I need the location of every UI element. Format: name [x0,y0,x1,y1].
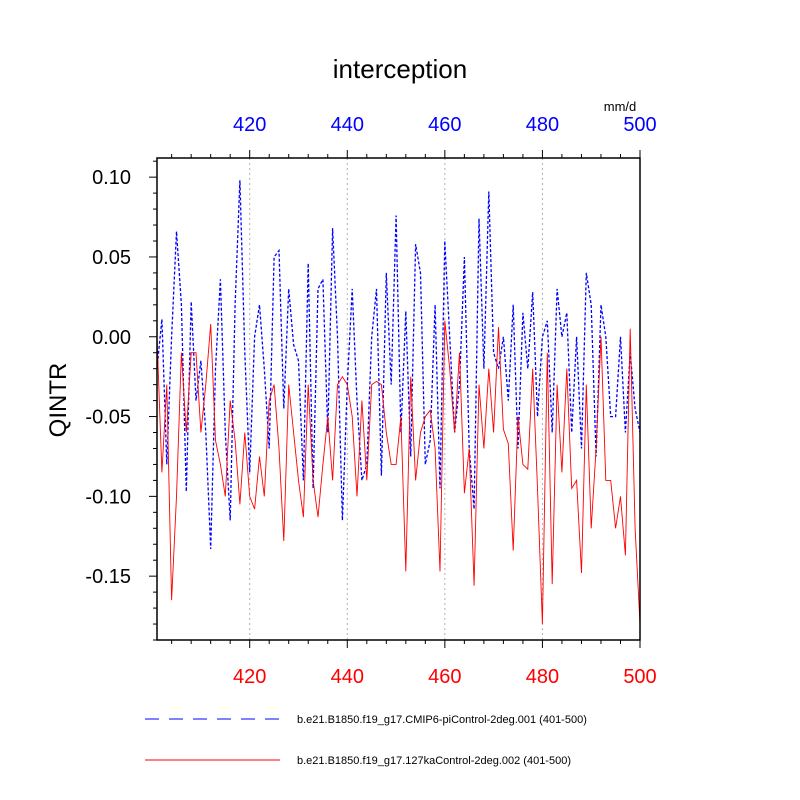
x-tick-label-top: 420 [233,114,266,136]
x-tick-label-top: 440 [331,114,364,136]
x-tick-label-bottom: 460 [428,666,461,688]
tick-labels: 420 420 440 440 460 460 480 480 500 500 0.10 0.05 0.… [85,114,656,688]
x-tick-label-bottom: 480 [526,666,559,688]
y-tick-label: 0.00 [92,327,131,349]
legend: b.e21.B1850.f19_g17.CMIP6-piControl-2deg… [145,714,587,767]
y-tick-label: -0.10 [85,486,131,508]
y-tick-label: 0.05 [92,247,131,269]
x-tick-label-top: 480 [526,114,559,136]
grid [249,158,543,640]
x-tick-label-top: 460 [428,114,461,136]
plot-frame [156,157,641,641]
x-tick-label-top: 500 [623,114,656,136]
y-axis-label: QINTR [45,363,72,438]
legend-label: b.e21.B1850.f19_g17.127kaControl-2deg.00… [297,755,571,767]
x-tick-label-bottom: 500 [623,666,656,688]
y-tick-label: -0.05 [85,407,131,429]
x-tick-label-bottom: 440 [331,666,364,688]
legend-label: b.e21.B1850.f19_g17.CMIP6-piControl-2deg… [297,714,587,726]
series-group [156,180,641,625]
y-tick-label: -0.15 [85,566,131,588]
series-line-piControl [156,180,641,550]
series-line-127kaControl [156,320,641,625]
chart-title: interception [333,54,467,84]
x-tick-label-bottom: 420 [233,666,266,688]
y-tick-label: 0.10 [92,167,131,189]
units-label: mm/d [604,99,637,114]
axis-ticks [149,150,641,648]
